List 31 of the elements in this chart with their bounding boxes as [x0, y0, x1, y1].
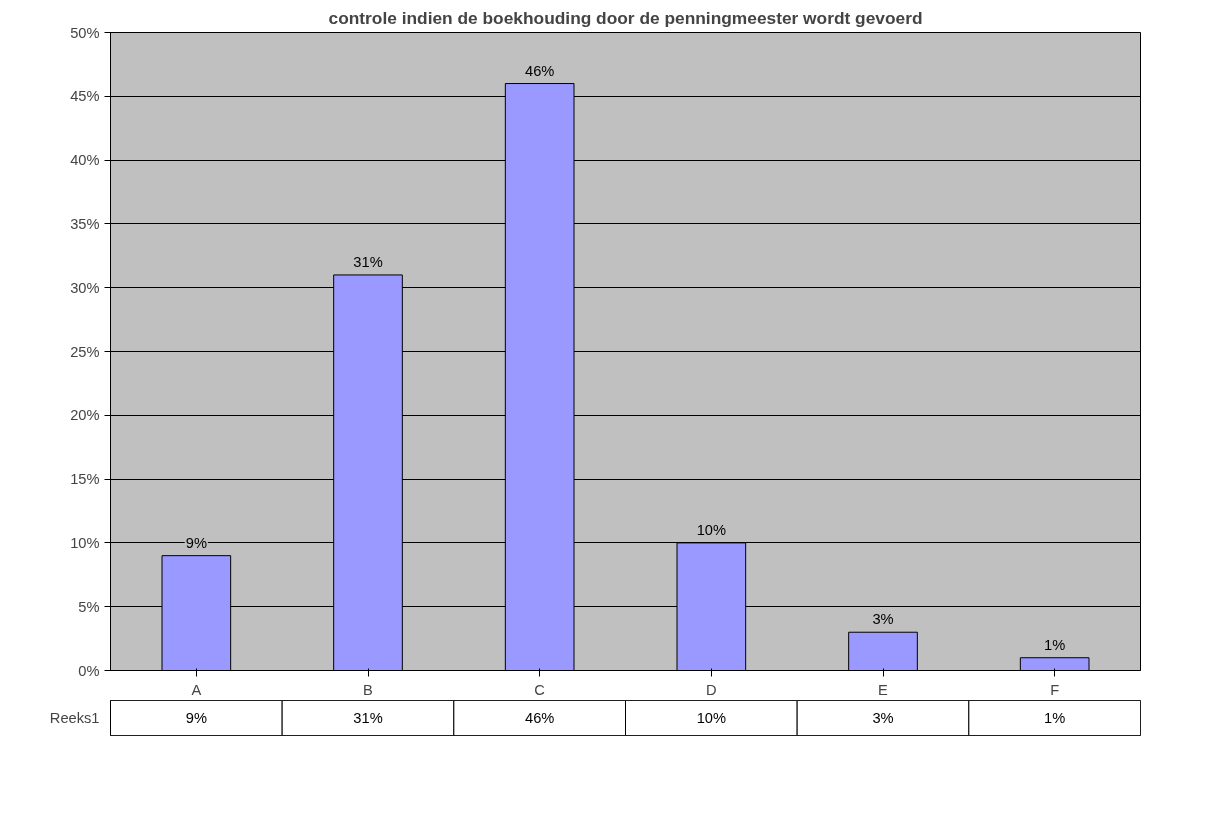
- x-tick-label: A: [191, 681, 202, 698]
- text: 46%: [525, 62, 555, 79]
- y-tick-label: 45%: [70, 88, 100, 105]
- data-label: 9%: [185, 710, 207, 726]
- x-tick-label: C: [534, 681, 546, 698]
- text: 1%: [1044, 636, 1066, 653]
- y-tick-label: 30%: [70, 279, 100, 296]
- text: 31%: [353, 253, 383, 270]
- x-tick-label: D: [706, 681, 717, 698]
- y-tick-label: 40%: [70, 152, 100, 169]
- y-tick-label: 10%: [70, 534, 100, 551]
- y-tick-label: 35%: [70, 215, 100, 232]
- x-tick-label: B: [363, 681, 373, 698]
- text: 3%: [872, 611, 894, 628]
- data-label: 46%: [525, 710, 555, 726]
- data-label: 1%: [1044, 710, 1066, 726]
- y-tick-label: 15%: [70, 471, 100, 488]
- data-label: 10%: [696, 710, 727, 726]
- y-tick-label: 20%: [70, 407, 100, 424]
- x-tick-label: F: [1050, 681, 1060, 698]
- text: 9%: [185, 534, 207, 551]
- data-label: 31%: [353, 710, 383, 726]
- text: 10%: [696, 521, 727, 538]
- y-tick-label: 5%: [78, 598, 100, 615]
- y-tick-label: 25%: [70, 343, 100, 360]
- chart-title: controle indien de boekhouding door de penningmeester wordt gevoerd: [328, 7, 923, 28]
- x-tick-label: E: [878, 681, 889, 698]
- legend-label: Reeks1: [49, 710, 100, 726]
- y-tick-label: 0%: [78, 662, 100, 679]
- y-tick-label: 50%: [70, 24, 100, 41]
- data-label: 3%: [872, 710, 894, 726]
